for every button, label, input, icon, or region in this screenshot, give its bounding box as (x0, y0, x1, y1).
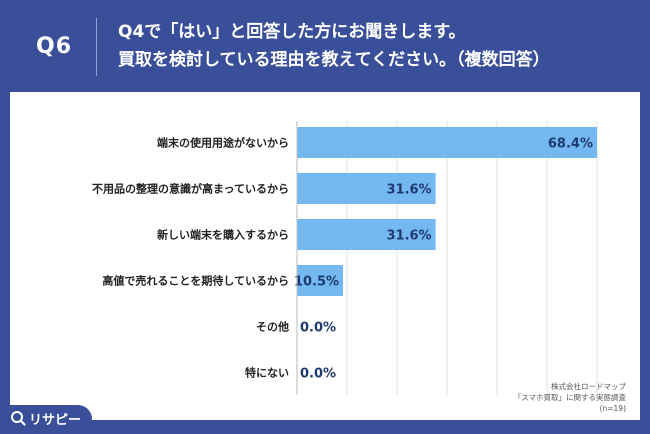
bar (297, 127, 597, 158)
magnifier-icon (11, 411, 26, 426)
question-header: Q6 Q4で「はい」と回答した方にお聞きします。 買取を検討している理由を教えて… (0, 0, 650, 92)
footnote-survey: 「スマホ買取」に関する実態調査 (513, 393, 626, 402)
bar (297, 219, 436, 250)
category-label: その他 (256, 320, 289, 334)
chart-card: 端末の使用用途がないから 68.4% 不用品の整理の意識が高まっているから 31.6%… (10, 92, 640, 420)
footnote-company: 株式会社ロードマップ (551, 382, 626, 391)
question-text: Q4で「はい」と回答した方にお聞きします。 買取を検討している理由を教えてくださ… (118, 18, 550, 74)
category-label: 不用品の整理の意識が高まっているから (92, 182, 289, 196)
brand-name: リサピー (29, 412, 82, 428)
category-label: 端末の使用用途がないから (157, 136, 289, 150)
bar-chart: 端末の使用用途がないから 68.4% 不用品の整理の意識が高まっているから 31.6%… (92, 121, 598, 395)
category-label: 新しい端末を購入するから (157, 228, 289, 242)
data-label: 0.0% (300, 367, 336, 382)
brand-logo: リサピー (6, 405, 92, 431)
bar (297, 173, 436, 204)
source-footnote: 株式会社ロードマップ 「スマホ買取」に関する実態調査 (n=19) (514, 381, 626, 414)
bar (297, 265, 344, 296)
question-line-1: Q4で「はい」と回答した方にお聞きします。 (118, 22, 466, 42)
data-label: 0.0% (300, 321, 336, 336)
question-number: Q6 (36, 34, 73, 59)
data-label: 31.6% (386, 183, 431, 198)
header-divider (96, 18, 97, 76)
data-label: 31.6% (386, 229, 431, 244)
footnote-sample-size: (n=19) (599, 404, 626, 413)
category-label: 特にない (245, 366, 289, 380)
data-label: 68.4% (548, 137, 593, 152)
category-label: 高値で売れることを期待しているから (102, 274, 289, 288)
question-line-2: 買取を検討している理由を教えてください。（複数回答） (118, 50, 550, 70)
data-label: 10.5% (294, 275, 339, 290)
